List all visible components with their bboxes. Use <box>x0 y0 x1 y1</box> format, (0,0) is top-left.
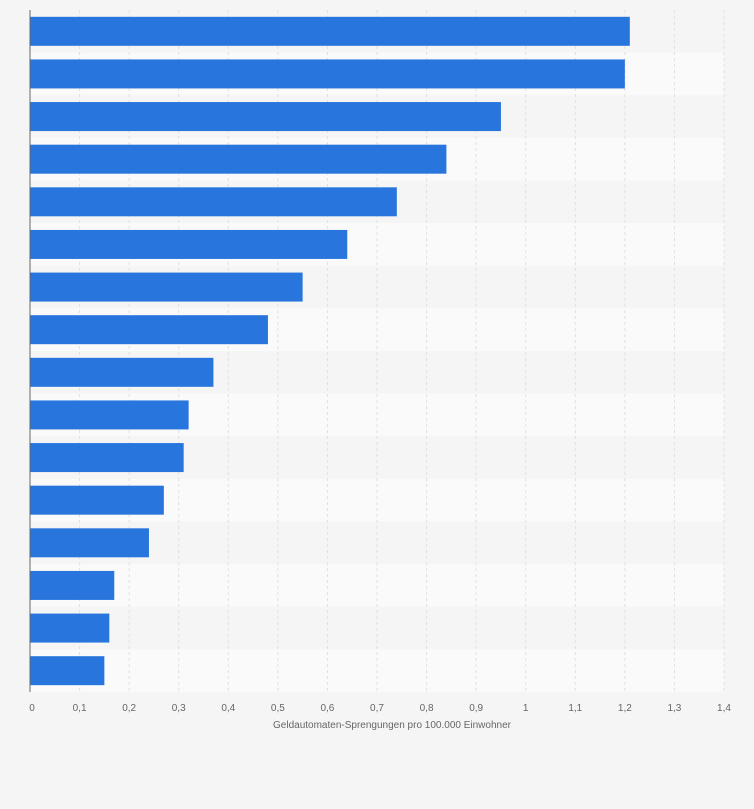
bar <box>30 16 630 46</box>
x-tick-label: 1,2 <box>618 703 632 714</box>
bar <box>30 485 164 515</box>
x-tick-label: 0 <box>29 703 35 714</box>
bar <box>30 59 625 89</box>
bar <box>30 187 397 217</box>
x-tick-label: 0,8 <box>420 703 434 714</box>
bar <box>30 613 110 643</box>
x-tick-label: 0,9 <box>469 703 483 714</box>
bar <box>30 144 447 174</box>
x-tick-label: 0,7 <box>370 703 384 714</box>
x-tick-label: 0,6 <box>320 703 334 714</box>
x-tick-label: 0,2 <box>122 703 136 714</box>
x-tick-label: 1,3 <box>667 703 681 714</box>
x-tick-label: 0,3 <box>172 703 186 714</box>
x-tick-label: 0,4 <box>221 703 235 714</box>
bar <box>30 315 268 345</box>
bars <box>30 16 630 686</box>
bar <box>30 229 348 259</box>
bar <box>30 656 105 686</box>
bar <box>30 400 189 430</box>
x-tick-label: 1,1 <box>568 703 582 714</box>
bar <box>30 357 214 387</box>
x-tick-label: 0,5 <box>271 703 285 714</box>
bar <box>30 443 184 473</box>
bar <box>30 570 115 600</box>
x-tick-label: 1,4 <box>717 703 731 714</box>
x-tick-label: 1 <box>523 703 529 714</box>
x-tick-labels: 0 0,1 0,2 0,3 0,4 0,5 0,6 0,7 0,8 0,9 1 1,1 1,2 1,3 1,… <box>29 703 731 714</box>
x-axis-label: Geldautomaten-Sprengungen pro 100.000 Ei… <box>273 720 512 731</box>
bar <box>30 528 149 558</box>
x-tick-label: 0,1 <box>73 703 87 714</box>
bar <box>30 272 303 302</box>
bar <box>30 102 501 132</box>
